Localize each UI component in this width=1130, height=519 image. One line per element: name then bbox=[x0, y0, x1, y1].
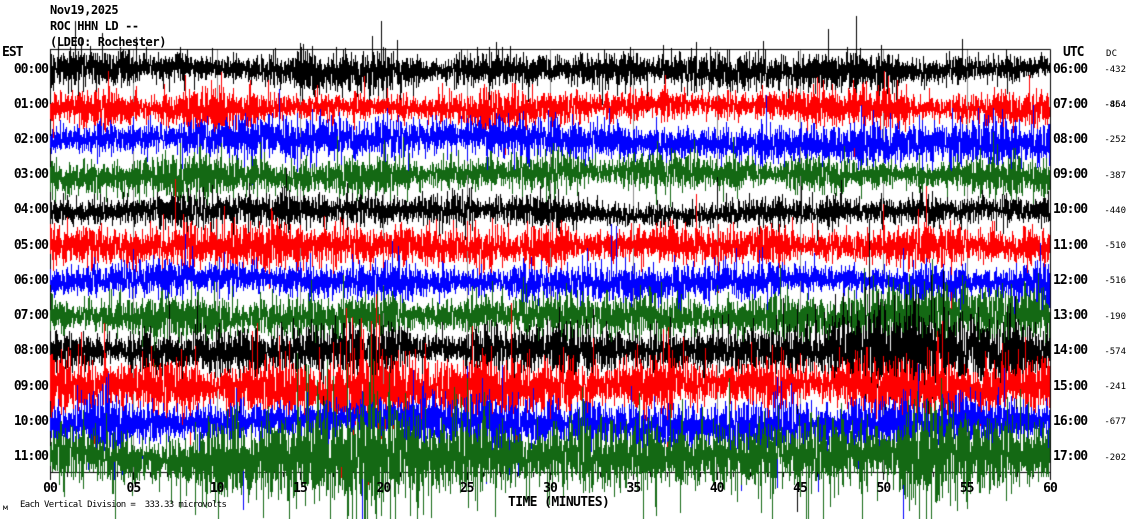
x-tick-label: 50 bbox=[876, 481, 892, 496]
row-dc-value: -190 bbox=[1104, 311, 1126, 322]
x-tick-label: 15 bbox=[293, 481, 308, 496]
x-tick-label: 00 bbox=[43, 481, 58, 496]
x-tick-label: 05 bbox=[126, 481, 142, 496]
x-tick-label: 55 bbox=[959, 481, 975, 496]
x-tick-label: 10 bbox=[209, 481, 225, 496]
row-dc-value: -516 bbox=[1104, 276, 1126, 287]
row-est-label: 00:00 bbox=[13, 61, 49, 77]
row-utc-label: 15:00 bbox=[1053, 378, 1088, 394]
row-utc-label: 17:00 bbox=[1053, 449, 1088, 465]
row-est-label: 03:00 bbox=[13, 167, 49, 183]
row-est-label: 05:00 bbox=[13, 237, 49, 253]
row-dc-value: -677 bbox=[1104, 417, 1126, 428]
row-est-label: 01:00 bbox=[13, 96, 49, 112]
row-dc-value: -510 bbox=[1104, 241, 1126, 252]
row-dc-value-overlap: -464 bbox=[1104, 100, 1126, 111]
row-utc-label: 10:00 bbox=[1053, 202, 1088, 218]
row-dc-value: -202 bbox=[1104, 452, 1126, 463]
row-est-label: 10:00 bbox=[13, 413, 49, 429]
row-dc-value: -252 bbox=[1104, 135, 1126, 146]
title-network: (LDEO: Rochester) bbox=[50, 35, 167, 49]
row-est-label: 02:00 bbox=[13, 131, 49, 147]
row-est-label: 06:00 bbox=[13, 272, 49, 288]
row-est-label: 04:00 bbox=[13, 202, 49, 218]
row-dc-value: -241 bbox=[1104, 382, 1126, 393]
x-axis-title: TIME (MINUTES) bbox=[508, 495, 610, 510]
x-tick-label: 30 bbox=[543, 481, 558, 496]
row-utc-label: 11:00 bbox=[1053, 237, 1088, 253]
row-utc-label: 08:00 bbox=[1053, 131, 1088, 147]
x-tick-label: 20 bbox=[376, 481, 392, 496]
row-utc-label: 13:00 bbox=[1053, 308, 1088, 324]
row-dc-value: -432 bbox=[1104, 65, 1126, 75]
row-utc-label: 14:00 bbox=[1053, 343, 1088, 359]
row-est-label: 08:00 bbox=[13, 343, 49, 359]
row-utc-label: 16:00 bbox=[1053, 413, 1088, 429]
dc-column-header: DC bbox=[1106, 49, 1118, 59]
x-tick-label: 25 bbox=[459, 481, 475, 496]
row-utc-label: 12:00 bbox=[1053, 272, 1088, 288]
row-utc-label: 07:00 bbox=[1053, 96, 1088, 112]
row-dc-value: -574 bbox=[1104, 346, 1126, 357]
left-axis-header: EST bbox=[2, 45, 24, 60]
row-est-label: 07:00 bbox=[13, 308, 49, 324]
title-date: Nov19,2025 bbox=[50, 3, 119, 17]
footer-logo-mark: м bbox=[3, 503, 8, 512]
row-est-label: 09:00 bbox=[13, 378, 49, 394]
right-axis-header: UTC bbox=[1063, 45, 1085, 60]
x-tick-label: 40 bbox=[709, 481, 725, 496]
title-station: ROC HHN LD -- bbox=[50, 19, 139, 33]
x-tick-label: 60 bbox=[1043, 481, 1058, 496]
row-est-label: 11:00 bbox=[13, 449, 49, 465]
footer-scale-note: Each Vertical Division = 333.33 microvol… bbox=[20, 500, 227, 510]
row-utc-label: 09:00 bbox=[1053, 167, 1088, 183]
row-utc-label: 06:00 bbox=[1053, 61, 1088, 77]
row-dc-value: -387 bbox=[1104, 170, 1126, 181]
x-tick-label: 45 bbox=[793, 481, 808, 496]
row-dc-value: -854 bbox=[1104, 100, 1126, 111]
row-dc-value: -440 bbox=[1104, 205, 1126, 216]
x-tick-label: 35 bbox=[626, 481, 642, 496]
